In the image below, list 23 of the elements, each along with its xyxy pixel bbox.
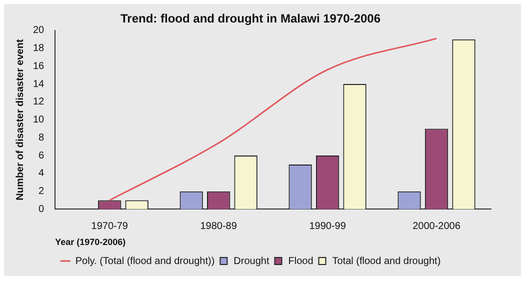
x-tick-label: 1970-79 <box>91 220 128 232</box>
x-tick-label: 1980-89 <box>200 220 238 232</box>
y-tick-label: 0 <box>38 204 45 215</box>
y-axis-title: Number of disaster disaster event <box>14 38 26 200</box>
chart-title: Trend: flood and drought in Malawi 1970-2006 <box>120 12 381 26</box>
y-tick-label: 20 <box>33 25 45 36</box>
line-series <box>108 38 438 202</box>
y-tick-label: 10 <box>33 114 45 126</box>
legend-label: Poly. (Total (flood and drought)) <box>75 256 215 267</box>
y-tick-label: 6 <box>38 150 45 162</box>
x-tick-label: 2000-2006 <box>412 220 461 232</box>
y-tick-label: 4 <box>38 168 45 180</box>
y-tick-label: 2 <box>38 186 45 198</box>
legend-label: Drought <box>234 256 270 267</box>
y-tick-label: 8 <box>38 132 45 144</box>
legend-label: Total (flood and drought) <box>332 256 441 267</box>
y-tick-label: 18 <box>33 43 45 54</box>
x-tick-label: 1990-99 <box>309 220 346 232</box>
y-tick-label: 14 <box>33 78 45 90</box>
legend-label: Flood <box>288 256 314 267</box>
x-axis-title: Year (1970-2006) <box>55 237 126 248</box>
y-tick-label: 16 <box>33 60 45 72</box>
y-tick-label: 12 <box>33 96 45 108</box>
